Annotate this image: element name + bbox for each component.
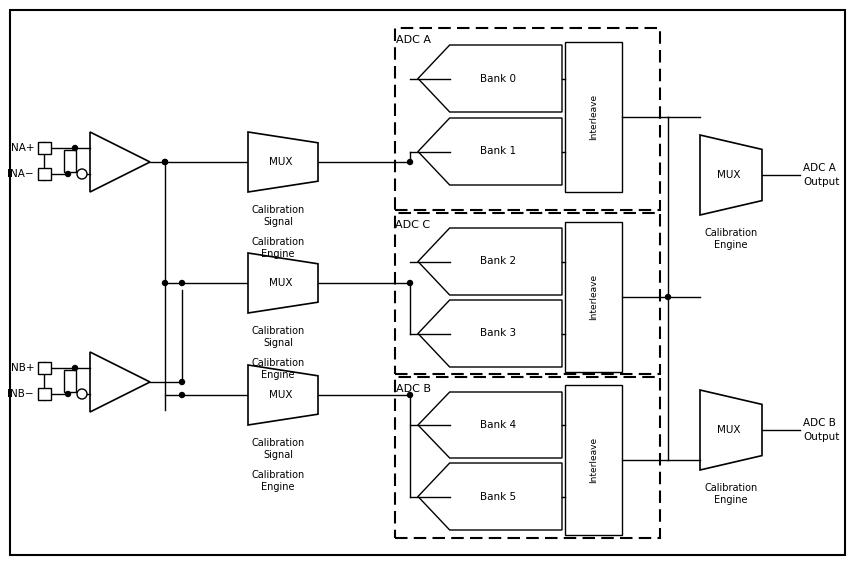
Polygon shape xyxy=(90,132,150,192)
Text: Calibration: Calibration xyxy=(705,483,758,493)
Text: Engine: Engine xyxy=(714,240,748,250)
Text: Interleave: Interleave xyxy=(589,274,598,320)
Text: Bank 2: Bank 2 xyxy=(480,257,516,267)
Circle shape xyxy=(77,169,87,179)
Text: MUX: MUX xyxy=(269,157,292,167)
Text: ADC A: ADC A xyxy=(396,35,431,45)
Text: INA+: INA+ xyxy=(8,143,34,153)
Polygon shape xyxy=(248,132,318,192)
Text: ADC B: ADC B xyxy=(396,384,431,394)
Circle shape xyxy=(77,389,87,399)
Polygon shape xyxy=(248,253,318,313)
Polygon shape xyxy=(418,392,562,458)
Text: Interleave: Interleave xyxy=(589,437,598,483)
Polygon shape xyxy=(418,228,562,295)
Circle shape xyxy=(162,159,168,164)
Text: Engine: Engine xyxy=(262,482,295,492)
Polygon shape xyxy=(90,352,150,412)
Polygon shape xyxy=(700,135,762,215)
Circle shape xyxy=(180,380,185,385)
Text: INB−: INB− xyxy=(8,389,34,399)
Text: INA−: INA− xyxy=(8,169,34,179)
Text: ADC C: ADC C xyxy=(395,220,431,230)
Bar xyxy=(565,222,622,372)
Circle shape xyxy=(408,159,412,164)
Text: Calibration: Calibration xyxy=(251,205,304,215)
Circle shape xyxy=(408,393,412,398)
Text: Engine: Engine xyxy=(262,249,295,259)
Text: ADC A: ADC A xyxy=(803,163,836,173)
Text: Bank 5: Bank 5 xyxy=(480,492,516,502)
Circle shape xyxy=(180,280,185,285)
Text: Calibration: Calibration xyxy=(251,237,304,247)
Polygon shape xyxy=(418,118,562,185)
Text: Bank 3: Bank 3 xyxy=(480,328,516,338)
Text: Bank 4: Bank 4 xyxy=(480,420,516,430)
Circle shape xyxy=(66,172,70,176)
Bar xyxy=(64,150,76,172)
Bar xyxy=(38,168,51,180)
Bar xyxy=(395,213,660,374)
Polygon shape xyxy=(418,45,562,112)
Polygon shape xyxy=(248,365,318,425)
Bar xyxy=(565,42,622,192)
Text: Engine: Engine xyxy=(262,370,295,380)
Text: Signal: Signal xyxy=(263,217,293,227)
Text: MUX: MUX xyxy=(717,170,740,180)
Bar xyxy=(38,142,51,154)
Circle shape xyxy=(180,393,185,398)
Text: Calibration: Calibration xyxy=(251,438,304,448)
Bar xyxy=(565,385,622,535)
Bar xyxy=(395,377,660,538)
Text: Signal: Signal xyxy=(263,338,293,348)
Text: MUX: MUX xyxy=(717,425,740,435)
Text: Bank 0: Bank 0 xyxy=(480,73,516,84)
Text: Calibration: Calibration xyxy=(251,326,304,336)
Circle shape xyxy=(162,159,168,164)
Bar xyxy=(395,28,660,210)
Circle shape xyxy=(73,366,78,371)
Circle shape xyxy=(665,294,670,299)
Text: Output: Output xyxy=(803,432,840,442)
Text: INB+: INB+ xyxy=(8,363,34,373)
Text: ADC B: ADC B xyxy=(803,418,836,428)
Text: MUX: MUX xyxy=(269,390,292,400)
Circle shape xyxy=(66,392,70,397)
Bar xyxy=(64,370,76,392)
Circle shape xyxy=(162,280,168,285)
Polygon shape xyxy=(418,300,562,367)
Text: Calibration: Calibration xyxy=(705,228,758,238)
Polygon shape xyxy=(700,390,762,470)
Circle shape xyxy=(73,146,78,150)
Circle shape xyxy=(408,280,412,285)
Text: Signal: Signal xyxy=(263,450,293,460)
Text: Calibration: Calibration xyxy=(251,470,304,480)
Text: Interleave: Interleave xyxy=(589,94,598,140)
Text: Calibration: Calibration xyxy=(251,358,304,368)
Text: Output: Output xyxy=(803,177,840,187)
Bar xyxy=(38,388,51,400)
Text: Engine: Engine xyxy=(714,495,748,505)
Text: Bank 1: Bank 1 xyxy=(480,146,516,157)
Text: MUX: MUX xyxy=(269,278,292,288)
Polygon shape xyxy=(418,463,562,530)
Bar xyxy=(38,362,51,374)
